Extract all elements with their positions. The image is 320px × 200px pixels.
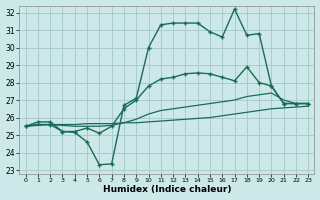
- X-axis label: Humidex (Indice chaleur): Humidex (Indice chaleur): [103, 185, 231, 194]
